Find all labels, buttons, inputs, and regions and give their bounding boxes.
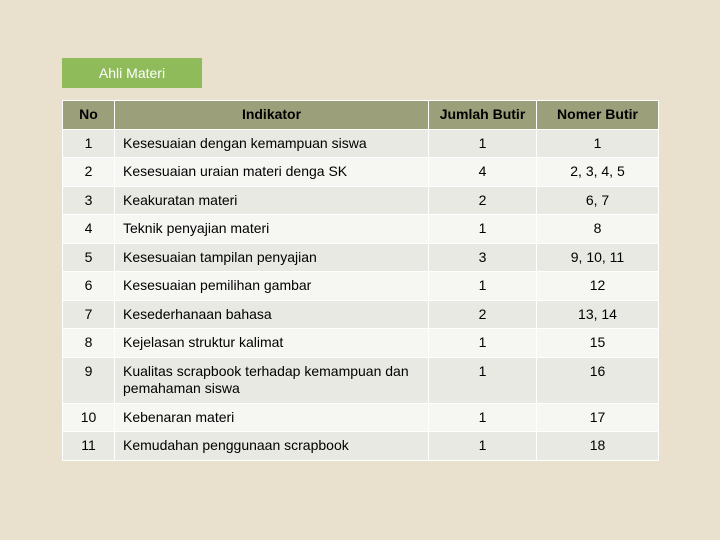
table-row: 6 Kesesuaian pemilihan gambar 1 12: [63, 272, 659, 301]
cell-no: 7: [63, 300, 115, 329]
cell-nomer: 1: [537, 129, 659, 158]
cell-indikator: Kesesuaian uraian materi denga SK: [115, 158, 429, 187]
cell-jumlah: 1: [429, 329, 537, 358]
cell-jumlah: 2: [429, 186, 537, 215]
cell-indikator: Keakuratan materi: [115, 186, 429, 215]
cell-jumlah: 1: [429, 129, 537, 158]
table-row: 8 Kejelasan struktur kalimat 1 15: [63, 329, 659, 358]
cell-jumlah: 1: [429, 215, 537, 244]
cell-no: 2: [63, 158, 115, 187]
cell-jumlah: 1: [429, 272, 537, 301]
col-no: No: [63, 101, 115, 130]
cell-indikator: Kualitas scrapbook terhadap kemampuan da…: [115, 357, 429, 403]
table-row: 10 Kebenaran materi 1 17: [63, 403, 659, 432]
cell-indikator: Teknik penyajian materi: [115, 215, 429, 244]
table-row: 11 Kemudahan penggunaan scrapbook 1 18: [63, 432, 659, 461]
col-nomer: Nomer Butir: [537, 101, 659, 130]
cell-nomer: 6, 7: [537, 186, 659, 215]
cell-nomer: 17: [537, 403, 659, 432]
cell-jumlah: 2: [429, 300, 537, 329]
indikator-table: No Indikator Jumlah Butir Nomer Butir 1 …: [62, 100, 659, 461]
table-row: 4 Teknik penyajian materi 1 8: [63, 215, 659, 244]
cell-no: 1: [63, 129, 115, 158]
col-jumlah: Jumlah Butir: [429, 101, 537, 130]
table-header-row: No Indikator Jumlah Butir Nomer Butir: [63, 101, 659, 130]
cell-no: 5: [63, 243, 115, 272]
table-row: 5 Kesesuaian tampilan penyajian 3 9, 10,…: [63, 243, 659, 272]
cell-jumlah: 1: [429, 403, 537, 432]
cell-no: 11: [63, 432, 115, 461]
cell-indikator: Kesesuaian dengan kemampuan siswa: [115, 129, 429, 158]
cell-indikator: Kejelasan struktur kalimat: [115, 329, 429, 358]
cell-jumlah: 1: [429, 357, 537, 403]
col-indikator: Indikator: [115, 101, 429, 130]
cell-no: 8: [63, 329, 115, 358]
indikator-table-wrap: No Indikator Jumlah Butir Nomer Butir 1 …: [62, 100, 658, 461]
table-row: 9 Kualitas scrapbook terhadap kemampuan …: [63, 357, 659, 403]
cell-no: 6: [63, 272, 115, 301]
cell-nomer: 9, 10, 11: [537, 243, 659, 272]
cell-indikator: Kesesuaian pemilihan gambar: [115, 272, 429, 301]
cell-jumlah: 3: [429, 243, 537, 272]
cell-nomer: 13, 14: [537, 300, 659, 329]
cell-no: 9: [63, 357, 115, 403]
cell-indikator: Kemudahan penggunaan scrapbook: [115, 432, 429, 461]
cell-jumlah: 4: [429, 158, 537, 187]
cell-nomer: 8: [537, 215, 659, 244]
cell-nomer: 18: [537, 432, 659, 461]
cell-nomer: 16: [537, 357, 659, 403]
cell-nomer: 15: [537, 329, 659, 358]
cell-no: 3: [63, 186, 115, 215]
tab-ahli-materi: Ahli Materi: [62, 58, 202, 88]
cell-no: 10: [63, 403, 115, 432]
table-row: 2 Kesesuaian uraian materi denga SK 4 2,…: [63, 158, 659, 187]
cell-nomer: 12: [537, 272, 659, 301]
cell-jumlah: 1: [429, 432, 537, 461]
table-row: 7 Kesederhanaan bahasa 2 13, 14: [63, 300, 659, 329]
cell-nomer: 2, 3, 4, 5: [537, 158, 659, 187]
cell-indikator: Kebenaran materi: [115, 403, 429, 432]
cell-indikator: Kesederhanaan bahasa: [115, 300, 429, 329]
table-row: 3 Keakuratan materi 2 6, 7: [63, 186, 659, 215]
cell-no: 4: [63, 215, 115, 244]
cell-indikator: Kesesuaian tampilan penyajian: [115, 243, 429, 272]
table-row: 1 Kesesuaian dengan kemampuan siswa 1 1: [63, 129, 659, 158]
